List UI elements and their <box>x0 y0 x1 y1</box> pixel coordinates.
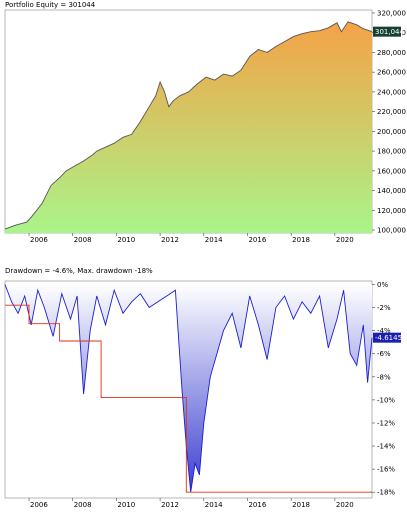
equity-chart: 100,000 120,000 140,000 160,000 180,000 200,0… <box>4 9 406 244</box>
equity-y-tick-label: 200,000 <box>377 128 406 136</box>
drawdown-x-tick-label: 2012 <box>161 501 179 509</box>
equity-y-tick-label: 220,000 <box>377 108 406 116</box>
drawdown-x-tick-label: 2014 <box>205 501 223 509</box>
equity-y-tick-label: 160,000 <box>377 167 406 175</box>
drawdown-y-tick-label: -4% <box>377 327 391 335</box>
equity-x-tick-label: 2008 <box>74 236 92 244</box>
drawdown-chart-panel: 0% -2% -4% -6% -8% -10% -12% -14% -16% -18% 2006 20… <box>0 266 407 513</box>
equity-y-tick-label: 320,000 <box>377 9 406 17</box>
equity-y-tick-label: 140,000 <box>377 187 406 195</box>
equity-last-value-badge <box>373 26 401 37</box>
equity-x-tick-label: 2010 <box>117 236 135 244</box>
drawdown-y-tick-label: -16% <box>377 466 395 474</box>
drawdown-max-drawdown-line <box>5 304 372 493</box>
drawdown-y-tick-label: 0% <box>377 281 388 289</box>
drawdown-x-tick-label: 2006 <box>30 501 48 509</box>
equity-y-tick-label: 180,000 <box>377 148 406 156</box>
equity-y-tick-label: 100,000 <box>377 227 406 235</box>
drawdown-y-tick-label: -6% <box>377 350 391 358</box>
drawdown-x-tick-label: 2016 <box>248 501 266 509</box>
equity-x-tick-label: 2016 <box>248 236 266 244</box>
drawdown-x-tick-label: 2008 <box>74 501 92 509</box>
drawdown-last-value-label: -4.61459 <box>375 334 406 342</box>
drawdown-y-tick-label: -12% <box>377 419 395 427</box>
drawdown-chart-title: Drawdown = -4.6%, Max. drawdown -18% <box>5 267 153 275</box>
equity-x-tick-label: 2006 <box>30 236 48 244</box>
equity-x-tick-label: 2020 <box>336 236 354 244</box>
equity-chart-title: Portfolio Equity = 301044 <box>5 1 96 9</box>
drawdown-y-tick-label: -10% <box>377 396 395 404</box>
equity-y-tick-label: 260,000 <box>377 69 406 77</box>
drawdown-y-tick-label: -2% <box>377 304 391 312</box>
drawdown-chart: 0% -2% -4% -6% -8% -10% -12% -14% -16% -18% 2006 20… <box>4 280 406 509</box>
equity-x-tick-label: 2012 <box>161 236 179 244</box>
equity-x-tick-label: 2014 <box>205 236 223 244</box>
drawdown-y-tick-label: -8% <box>377 373 391 381</box>
drawdown-y-tick-label: -14% <box>377 443 395 451</box>
equity-y-tick-label: 240,000 <box>377 88 406 96</box>
drawdown-last-value-badge <box>373 332 401 343</box>
equity-area <box>5 21 372 233</box>
equity-last-value-label: 301,044 <box>375 28 404 36</box>
equity-y-tick-label: 120,000 <box>377 207 406 215</box>
drawdown-x-tick-label: 2020 <box>336 501 354 509</box>
drawdown-y-tick-label: -18% <box>377 489 395 497</box>
equity-chart-panel: 100,000 120,000 140,000 160,000 180,000 200,0… <box>0 0 407 248</box>
drawdown-x-tick-label: 2010 <box>117 501 135 509</box>
equity-x-tick-label: 2018 <box>292 236 310 244</box>
equity-line <box>4 21 373 230</box>
drawdown-x-tick-label: 2018 <box>292 501 310 509</box>
drawdown-area <box>5 284 372 493</box>
equity-y-tick-label: 280,000 <box>377 49 406 57</box>
